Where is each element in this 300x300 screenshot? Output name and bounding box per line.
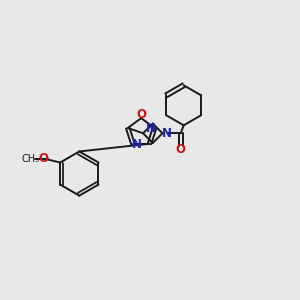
Text: N: N — [162, 127, 172, 140]
Text: O: O — [176, 143, 186, 156]
Text: O: O — [38, 152, 48, 166]
Text: CH₃: CH₃ — [21, 154, 39, 164]
Text: N: N — [146, 122, 155, 135]
Text: N: N — [132, 138, 142, 151]
Text: O: O — [137, 108, 147, 121]
